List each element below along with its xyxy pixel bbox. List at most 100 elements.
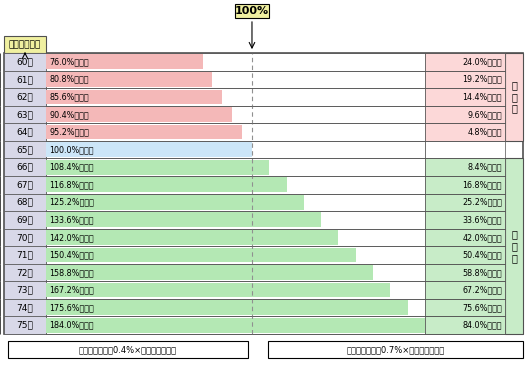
- Text: 80.8%の支給: 80.8%の支給: [49, 75, 89, 84]
- Text: 繰
上
げ: 繰 上 げ: [511, 80, 517, 113]
- Bar: [46, 213, 321, 227]
- Bar: [425, 88, 505, 106]
- Bar: [4, 141, 46, 158]
- Bar: [46, 247, 356, 262]
- Bar: [425, 53, 505, 70]
- Text: 14.4%の減額: 14.4%の減額: [463, 92, 502, 102]
- Text: 150.4%の支給: 150.4%の支給: [49, 251, 94, 260]
- Bar: [425, 211, 505, 229]
- Bar: [4, 88, 46, 106]
- Text: 60歳: 60歳: [16, 57, 33, 66]
- Text: 116.8%の支給: 116.8%の支給: [49, 180, 93, 189]
- Bar: [425, 264, 505, 281]
- Text: 67歳: 67歳: [16, 180, 33, 189]
- Text: 24.0%の減額: 24.0%の減額: [462, 57, 502, 66]
- Text: 65歳: 65歳: [16, 145, 33, 154]
- Bar: [8, 341, 248, 358]
- Text: 67.2%の増額: 67.2%の増額: [462, 286, 502, 294]
- Text: 100%: 100%: [235, 6, 269, 16]
- Bar: [425, 70, 505, 88]
- Text: 125.2%の支給: 125.2%の支給: [49, 198, 94, 207]
- Bar: [46, 88, 425, 106]
- Bar: [46, 106, 425, 123]
- Text: 74歳: 74歳: [17, 303, 33, 312]
- Bar: [4, 36, 46, 53]
- Bar: [4, 176, 46, 194]
- Text: 4.8%の減額: 4.8%の減額: [467, 127, 502, 136]
- Bar: [4, 53, 46, 70]
- Text: 8.4%の増額: 8.4%の増額: [467, 163, 502, 172]
- Bar: [425, 246, 505, 264]
- Text: 167.2%の支給: 167.2%の支給: [49, 286, 94, 294]
- Text: 64歳: 64歳: [17, 127, 33, 136]
- Bar: [4, 211, 46, 229]
- Text: 16.8%の増額: 16.8%の増額: [463, 180, 502, 189]
- Bar: [46, 230, 338, 245]
- Text: 繰上げ減額率＝0.4%×繰り上げる月数: 繰上げ減額率＝0.4%×繰り上げる月数: [79, 345, 177, 354]
- Bar: [46, 316, 425, 334]
- Bar: [425, 281, 505, 299]
- Text: 76.0%の支給: 76.0%の支給: [49, 57, 89, 66]
- Bar: [4, 246, 46, 264]
- Bar: [4, 316, 46, 334]
- Text: 42.0%の増額: 42.0%の増額: [462, 233, 502, 242]
- Bar: [46, 246, 425, 264]
- Text: 70歳: 70歳: [16, 233, 33, 242]
- Bar: [46, 125, 242, 139]
- Text: 66歳: 66歳: [16, 163, 33, 172]
- Bar: [46, 265, 373, 280]
- Text: 19.2%の減額: 19.2%の減額: [462, 75, 502, 84]
- Text: 85.6%の支給: 85.6%の支給: [49, 92, 89, 102]
- Bar: [235, 4, 269, 18]
- Bar: [46, 229, 425, 246]
- Bar: [425, 176, 505, 194]
- Bar: [505, 158, 523, 334]
- Bar: [268, 341, 523, 358]
- Bar: [4, 123, 46, 141]
- Text: 61歳: 61歳: [16, 75, 33, 84]
- Text: 95.2%の支給: 95.2%の支給: [49, 127, 89, 136]
- Bar: [425, 316, 505, 334]
- Bar: [4, 70, 46, 88]
- Text: 68歳: 68歳: [16, 198, 33, 207]
- Bar: [46, 283, 391, 298]
- Bar: [4, 158, 46, 176]
- Bar: [46, 300, 408, 315]
- Text: 62歳: 62歳: [17, 92, 33, 102]
- Bar: [4, 229, 46, 246]
- Text: 9.6%の減額: 9.6%の減額: [467, 110, 502, 119]
- Text: 58.8%の増額: 58.8%の増額: [462, 268, 502, 277]
- Bar: [46, 141, 425, 158]
- Bar: [46, 195, 304, 210]
- Text: 75.6%の増額: 75.6%の増額: [462, 303, 502, 312]
- Text: 133.6%の支給: 133.6%の支給: [49, 215, 93, 224]
- Text: 108.4%の支給: 108.4%の支給: [49, 163, 93, 172]
- Text: 100.0%の支給: 100.0%の支給: [49, 145, 93, 154]
- Bar: [46, 72, 212, 87]
- Bar: [46, 177, 287, 192]
- Bar: [46, 194, 425, 211]
- Bar: [46, 318, 425, 333]
- Bar: [46, 123, 425, 141]
- Text: 受給開始年齢: 受給開始年齢: [9, 40, 41, 49]
- Text: 71歳: 71歳: [16, 251, 33, 260]
- Bar: [4, 281, 46, 299]
- Text: 72歳: 72歳: [17, 268, 33, 277]
- Bar: [4, 264, 46, 281]
- Text: 73歳: 73歳: [16, 286, 33, 294]
- Bar: [46, 176, 425, 194]
- Bar: [505, 53, 523, 141]
- Text: 63歳: 63歳: [16, 110, 33, 119]
- Bar: [425, 299, 505, 316]
- Bar: [46, 264, 425, 281]
- Bar: [4, 194, 46, 211]
- Text: 75歳: 75歳: [16, 321, 33, 330]
- Bar: [46, 158, 425, 176]
- Bar: [46, 55, 202, 69]
- Text: 158.8%の支給: 158.8%の支給: [49, 268, 94, 277]
- Bar: [46, 160, 269, 175]
- Bar: [425, 194, 505, 211]
- Text: 33.6%の増額: 33.6%の増額: [463, 215, 502, 224]
- Bar: [425, 106, 505, 123]
- Text: 25.2%の増額: 25.2%の増額: [462, 198, 502, 207]
